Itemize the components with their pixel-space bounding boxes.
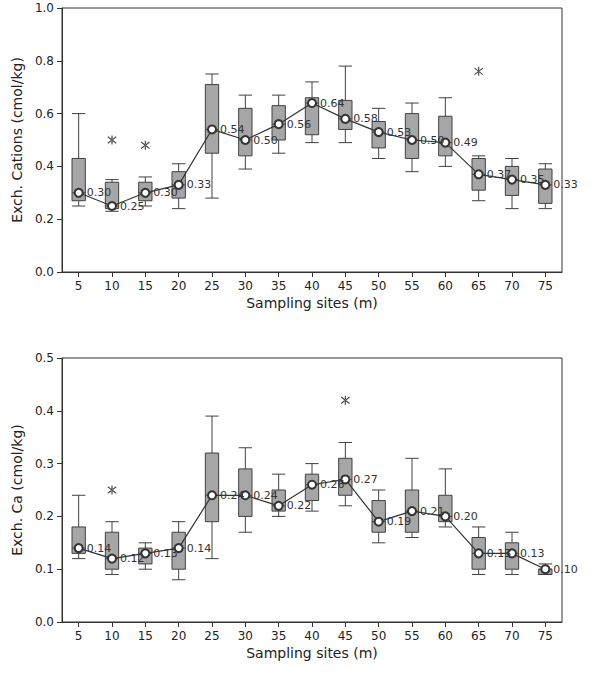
svg-text:75: 75 [538,279,553,293]
svg-text:0.2: 0.2 [35,212,54,226]
svg-text:25: 25 [204,629,219,643]
svg-text:0.50: 0.50 [420,134,445,147]
svg-text:40: 40 [304,279,319,293]
svg-text:0.5: 0.5 [35,351,54,365]
svg-text:0.50: 0.50 [253,134,278,147]
svg-text:60: 60 [438,279,453,293]
svg-text:40: 40 [304,629,319,643]
svg-text:0.56: 0.56 [287,118,312,131]
svg-text:0.24: 0.24 [220,489,245,502]
svg-text:0.35: 0.35 [520,173,545,186]
svg-text:0.12: 0.12 [120,552,145,565]
svg-text:0.13: 0.13 [487,547,512,560]
svg-text:Exch. Ca (cmol/kg): Exch. Ca (cmol/kg) [9,424,25,556]
svg-text:15: 15 [138,279,153,293]
svg-text:65: 65 [471,629,486,643]
svg-text:30: 30 [238,279,253,293]
svg-text:0.6: 0.6 [35,107,54,121]
svg-text:35: 35 [271,279,286,293]
svg-text:20: 20 [171,279,186,293]
svg-text:Sampling sites (m): Sampling sites (m) [246,295,378,311]
svg-text:0.58: 0.58 [353,112,378,125]
svg-text:0.26: 0.26 [320,478,345,491]
svg-text:0.53: 0.53 [387,126,412,139]
svg-text:0.4: 0.4 [35,404,54,418]
svg-text:60: 60 [438,629,453,643]
svg-text:0.4: 0.4 [35,159,54,173]
svg-text:0.13: 0.13 [520,547,545,560]
svg-text:0.30: 0.30 [153,186,178,199]
svg-text:Sampling sites (m): Sampling sites (m) [246,645,378,661]
svg-text:0.0: 0.0 [35,615,54,629]
svg-text:0.19: 0.19 [387,515,412,528]
svg-text:0.20: 0.20 [453,510,478,523]
svg-text:55: 55 [404,279,419,293]
svg-text:5: 5 [75,629,83,643]
svg-text:10: 10 [104,629,119,643]
svg-text:0.0: 0.0 [35,265,54,279]
svg-text:10: 10 [104,279,119,293]
svg-text:20: 20 [171,629,186,643]
svg-text:0.3: 0.3 [35,457,54,471]
svg-text:0.33: 0.33 [553,178,578,191]
svg-text:0.22: 0.22 [287,499,312,512]
svg-text:75: 75 [538,629,553,643]
svg-text:Exch. Cations (cmol/kg): Exch. Cations (cmol/kg) [9,57,25,223]
svg-text:55: 55 [404,629,419,643]
svg-text:0.21: 0.21 [420,505,445,518]
svg-text:0.24: 0.24 [253,489,278,502]
svg-text:0.8: 0.8 [35,54,54,68]
svg-text:1.0: 1.0 [35,1,54,15]
svg-text:65: 65 [471,279,486,293]
svg-text:0.1: 0.1 [35,562,54,576]
svg-text:0.2: 0.2 [35,509,54,523]
svg-text:0.14: 0.14 [87,542,112,555]
svg-text:0.25: 0.25 [120,200,145,213]
svg-text:0.30: 0.30 [87,186,112,199]
svg-text:70: 70 [504,629,519,643]
svg-text:0.14: 0.14 [187,542,212,555]
svg-text:0.10: 0.10 [553,563,578,576]
svg-text:30: 30 [238,629,253,643]
svg-text:50: 50 [371,279,386,293]
svg-text:0.64: 0.64 [320,97,345,110]
svg-text:70: 70 [504,279,519,293]
svg-text:15: 15 [138,629,153,643]
svg-text:45: 45 [338,279,353,293]
svg-text:0.27: 0.27 [353,473,378,486]
svg-text:0.13: 0.13 [153,547,178,560]
svg-text:5: 5 [75,279,83,293]
svg-text:0.49: 0.49 [453,136,478,149]
svg-text:0.33: 0.33 [187,178,212,191]
svg-text:50: 50 [371,629,386,643]
svg-text:0.37: 0.37 [487,168,512,181]
svg-text:25: 25 [204,279,219,293]
svg-text:0.54: 0.54 [220,123,245,136]
svg-text:35: 35 [271,629,286,643]
svg-text:45: 45 [338,629,353,643]
